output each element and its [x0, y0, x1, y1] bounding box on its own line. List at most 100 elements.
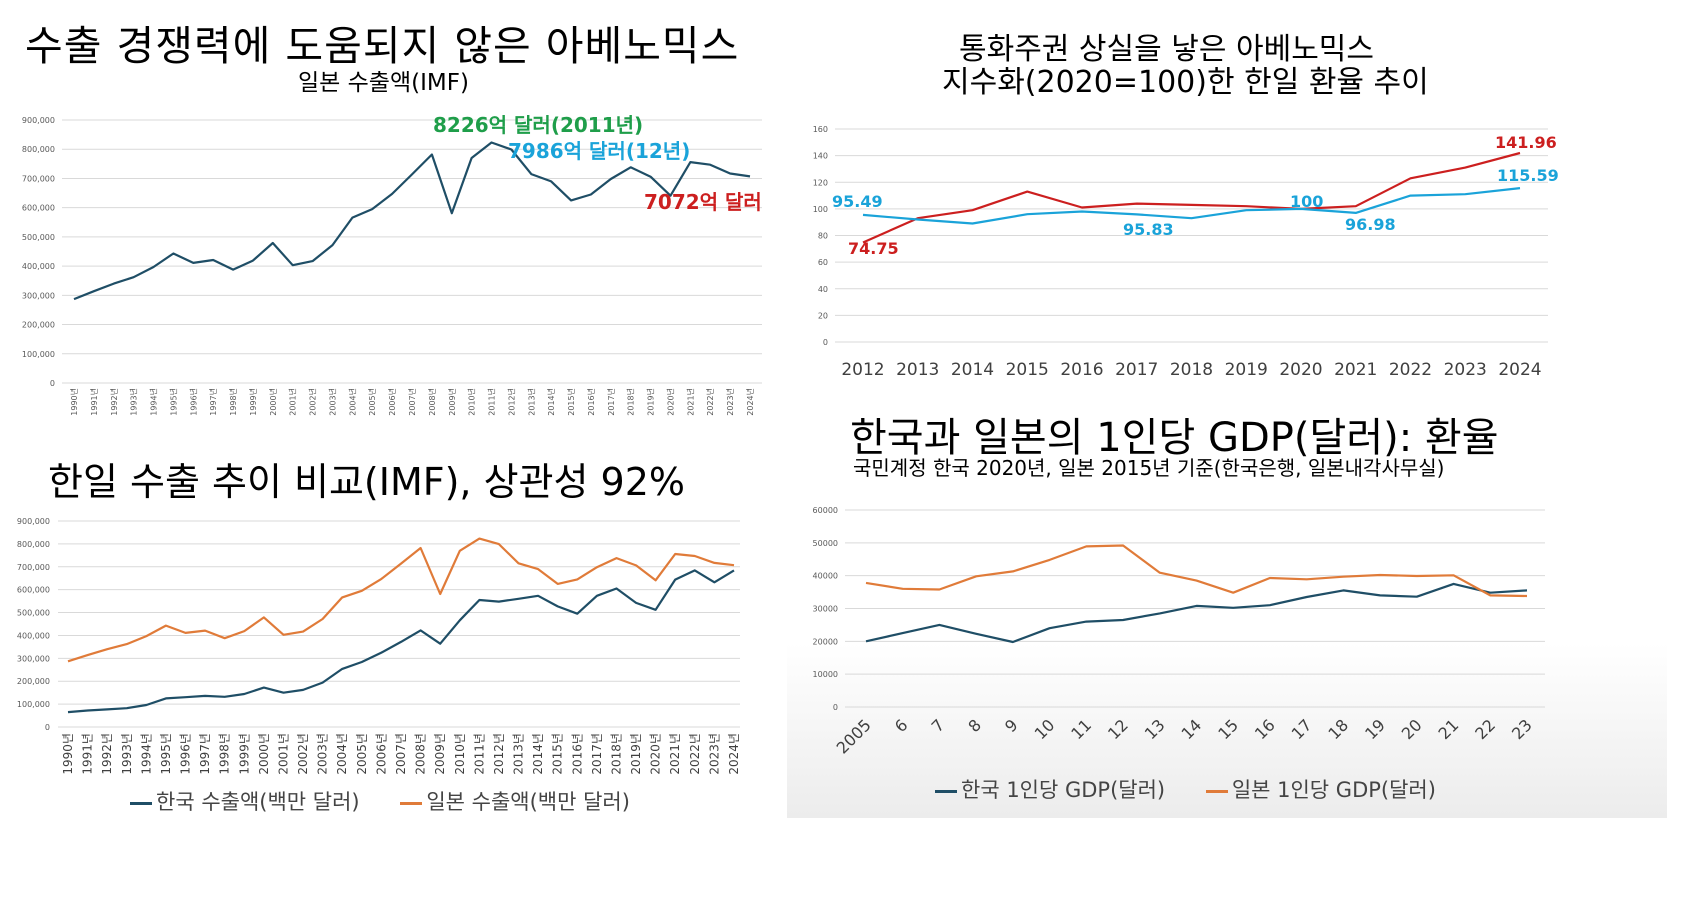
- y-tick-label: 100,000: [22, 350, 55, 359]
- x-tick-label: 2001년: [276, 733, 290, 775]
- x-tick-label: 1996년: [188, 388, 198, 416]
- x-tick-label: 2021: [1334, 360, 1377, 380]
- series-line-0: [73, 141, 751, 301]
- legend-label: 일본 1인당 GDP(달러): [1231, 778, 1436, 802]
- x-tick-label: 1991년: [89, 388, 99, 416]
- panel4-title: 한국과 일본의 1인당 GDP(달러): 환율: [850, 415, 1499, 461]
- x-tick-label: 2023년: [707, 733, 721, 775]
- panel3-legend: 한국 수출액(백만 달러) 일본 수출액(백만 달러): [130, 786, 664, 816]
- x-tick-label: 23: [1508, 715, 1536, 743]
- x-tick-label: 1993년: [129, 388, 139, 416]
- data-label: 95.83: [1123, 220, 1174, 239]
- legend-item-japan-exports: 일본 수출액(백만 달러): [400, 790, 630, 814]
- data-label: 95.49: [832, 192, 883, 211]
- y-tick-label: 20: [818, 311, 828, 320]
- x-tick-label: 2007년: [394, 733, 408, 775]
- x-tick-label: 2018년: [609, 733, 623, 775]
- legend-swatch-navy: [130, 801, 152, 805]
- y-tick-label: 500,000: [17, 609, 50, 618]
- y-tick-label: 800,000: [22, 145, 55, 154]
- x-tick-label: 7: [928, 715, 949, 736]
- x-tick-label: 1994년: [149, 388, 159, 416]
- x-tick-label: 16: [1251, 715, 1279, 743]
- y-tick-label: 0: [833, 703, 838, 712]
- annotation-label: 7072억 달러: [644, 190, 762, 214]
- x-tick-label: 14: [1177, 715, 1205, 743]
- exchange-rate-chart: 0 20 40 60 80 100 120 140 160 2012 2013 2014 2015 201…: [813, 125, 1559, 380]
- x-tick-label: 2014: [951, 360, 994, 380]
- panel2-subtitle: 지수화(2020=100)한 한일 환율 추이: [942, 65, 1429, 100]
- x-tick-label: 2013년: [512, 733, 526, 775]
- x-tick-label: 1991년: [81, 733, 95, 775]
- x-tick-label: 2010년: [467, 388, 477, 416]
- x-tick-label: 2008년: [414, 733, 428, 775]
- x-tick-label: 2009년: [433, 733, 447, 775]
- y-tick-label: 40000: [813, 572, 838, 581]
- x-tick-label: 1990년: [61, 733, 75, 775]
- x-tick-label: 1995년: [159, 733, 173, 775]
- x-tick-label: 2005: [833, 715, 875, 757]
- x-tick-label: 2021년: [668, 733, 682, 775]
- x-tick-label: 1997년: [208, 388, 218, 416]
- x-tick-label: 2013: [896, 360, 939, 380]
- korea-japan-exports-chart: 0 100,000 200,000 300,000 400,000 500,000 600,…: [17, 517, 741, 775]
- x-tick-label: 2015년: [566, 388, 576, 416]
- x-tick-label: 18: [1324, 715, 1352, 743]
- y-tick-label: 300,000: [17, 654, 50, 663]
- y-tick-label: 0: [823, 338, 828, 347]
- x-tick-label: 1990년: [69, 388, 79, 416]
- y-tick-label: 140: [813, 152, 828, 161]
- y-tick-label: 10000: [813, 670, 838, 679]
- x-tick-label: 2017년: [590, 733, 604, 775]
- x-tick-label: 2015년: [551, 733, 565, 775]
- legend-swatch-orange: [400, 801, 423, 805]
- x-tick-label: 15: [1214, 715, 1242, 743]
- series-line-1: [67, 537, 735, 663]
- y-tick-label: 60: [818, 258, 828, 267]
- y-tick-label: 800,000: [17, 540, 50, 549]
- legend-label: 한국 1인당 GDP(달러): [961, 778, 1166, 802]
- y-tick-label: 600,000: [17, 586, 50, 595]
- x-tick-label: 2010년: [453, 733, 467, 775]
- panel1-subtitle: 일본 수출액(IMF): [298, 70, 469, 96]
- y-tick-label: 200,000: [17, 677, 50, 686]
- x-tick-label: 1993년: [120, 733, 134, 775]
- series-line-1: [865, 544, 1528, 598]
- x-tick-label: 2019: [1225, 360, 1268, 380]
- y-tick-label: 400,000: [22, 262, 55, 271]
- x-tick-label: 11: [1067, 715, 1095, 743]
- annotation-label: 8226억 달러(2011년): [433, 113, 643, 137]
- x-tick-label: 13: [1141, 715, 1169, 743]
- x-tick-label: 2014년: [531, 733, 545, 775]
- y-tick-label: 80: [818, 232, 828, 241]
- x-tick-label: 2012년: [506, 388, 516, 416]
- x-tick-label: 2002년: [296, 733, 310, 775]
- x-tick-label: 2020년: [665, 388, 675, 416]
- x-tick-label: 2000년: [268, 388, 278, 416]
- y-tick-label: 900,000: [22, 116, 55, 125]
- x-tick-label: 1997년: [198, 733, 212, 775]
- x-tick-label: 1992년: [109, 388, 119, 416]
- y-tick-label: 100,000: [17, 700, 50, 709]
- x-tick-label: 2002년: [308, 388, 318, 416]
- series-line-0: [67, 569, 735, 714]
- x-tick-label: 2004년: [347, 388, 357, 416]
- x-tick-label: 2022: [1389, 360, 1432, 380]
- y-tick-label: 160: [813, 125, 828, 134]
- legend-label: 일본 수출액(백만 달러): [426, 790, 630, 814]
- x-tick-label: 1995년: [168, 388, 178, 416]
- panel4-legend: 한국 1인당 GDP(달러) 일본 1인당 GDP(달러): [935, 774, 1470, 804]
- legend-label: 한국 수출액(백만 달러): [156, 790, 360, 814]
- japan-exports-chart: 0 100,000 200,000 300,000 400,000 500,000 600,…: [22, 113, 762, 416]
- x-tick-label: 19: [1361, 715, 1389, 743]
- data-label: 96.98: [1345, 215, 1396, 234]
- x-tick-label: 1998년: [228, 388, 238, 416]
- x-tick-label: 2003년: [316, 733, 330, 775]
- x-tick-label: 2007년: [407, 388, 417, 416]
- x-tick-label: 2022년: [705, 388, 715, 416]
- x-tick-label: 2021년: [685, 388, 695, 416]
- x-tick-label: 2014년: [546, 388, 556, 416]
- y-tick-label: 900,000: [17, 517, 50, 526]
- series-line-0: [865, 582, 1528, 644]
- y-tick-label: 500,000: [22, 233, 55, 242]
